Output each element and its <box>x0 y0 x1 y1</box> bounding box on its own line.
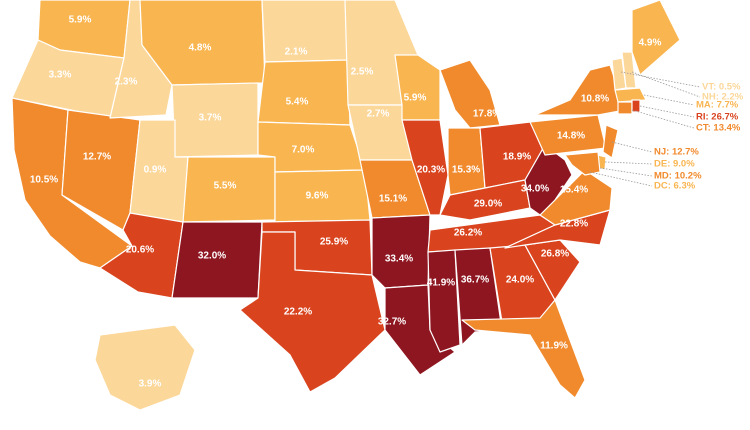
state-label-MO: 15.1% <box>379 194 407 205</box>
state-label-OR: 3.3% <box>49 70 72 81</box>
state-label-PA: 14.8% <box>557 131 585 142</box>
state-label-UT: 0.9% <box>144 165 167 176</box>
state-label-MS: 41.9% <box>427 278 455 289</box>
state-MA[interactable] <box>614 87 647 103</box>
state-label-MN: 2.5% <box>351 67 374 78</box>
state-NY[interactable] <box>534 64 626 116</box>
leader-VT <box>620 71 701 88</box>
state-label-MI: 17.8% <box>473 109 501 120</box>
leader-MD <box>599 167 653 177</box>
state-label-WV: 34.0% <box>521 184 549 195</box>
callout-MA: MA: 7.7% <box>696 100 739 111</box>
state-WI[interactable] <box>394 54 441 121</box>
state-TX[interactable] <box>239 231 386 393</box>
state-label-NE: 7.0% <box>292 145 315 156</box>
state-label-FL: 11.9% <box>540 341 568 352</box>
state-AR[interactable] <box>371 214 431 289</box>
state-label-CO: 5.5% <box>214 181 237 192</box>
state-label-IL: 20.3% <box>417 165 445 176</box>
state-label-WA: 5.9% <box>69 15 92 26</box>
state-MD[interactable] <box>564 151 601 176</box>
state-label-TN: 26.2% <box>454 228 482 239</box>
state-SD[interactable] <box>257 59 351 126</box>
callout-NJ: NJ: 12.7% <box>654 147 699 158</box>
state-label-IN: 15.3% <box>452 165 480 176</box>
callout-NH: NH: 2.2% <box>702 92 744 103</box>
state-value-labels: 5.9% 3.3% 10.5% 12.7% 2.3% 4.8% 3.7% 0.9… <box>30 15 662 390</box>
leader-NH <box>631 71 701 98</box>
state-label-NM: 32.0% <box>198 251 226 262</box>
east-coast-callouts: VT: 0.5% NH: 2.2% MA: 7.7% RI: 26.7% CT:… <box>589 71 744 192</box>
state-label-WI: 5.9% <box>404 93 427 104</box>
state-label-AR: 33.4% <box>385 254 413 265</box>
state-IN[interactable] <box>447 127 486 196</box>
state-label-NV: 12.7% <box>83 152 111 163</box>
state-label-OK: 25.9% <box>320 237 348 248</box>
state-label-KS: 9.6% <box>306 191 329 202</box>
callout-DC: DC: 6.3% <box>654 181 696 192</box>
state-ME[interactable] <box>631 0 681 76</box>
state-label-MT: 4.8% <box>189 43 212 54</box>
state-label-AZ: 20.6% <box>126 245 154 256</box>
state-LA[interactable] <box>384 284 456 376</box>
state-label-ME: 4.9% <box>639 38 662 49</box>
state-MS[interactable] <box>427 249 461 353</box>
state-label-NC: 22.8% <box>560 219 588 230</box>
leader-MA <box>643 94 695 106</box>
state-CT[interactable] <box>617 101 633 115</box>
state-label-ID: 2.3% <box>115 77 138 88</box>
state-label-TX: 22.2% <box>284 307 312 318</box>
state-label-CA: 10.5% <box>30 175 58 186</box>
state-label-OH: 18.9% <box>503 152 531 163</box>
state-label-SC: 26.8% <box>541 249 569 260</box>
callout-VT: VT: 0.5% <box>702 82 741 93</box>
state-label-AL: 36.7% <box>461 275 489 286</box>
leader-CT <box>631 109 695 129</box>
state-label-SD: 5.4% <box>286 97 309 108</box>
callout-CT: CT: 13.4% <box>696 123 741 134</box>
state-label-NY: 10.8% <box>581 94 609 105</box>
state-label-ND: 2.1% <box>285 47 308 58</box>
state-label-IA: 2.7% <box>367 109 390 120</box>
state-NJ[interactable] <box>602 124 619 159</box>
callout-DE: DE: 9.0% <box>654 159 695 170</box>
state-RI[interactable] <box>631 99 641 113</box>
state-label-LA: 32.7% <box>378 317 406 328</box>
state-label-WY: 3.7% <box>199 113 222 124</box>
state-FL[interactable] <box>461 299 586 399</box>
state-label-GA: 24.0% <box>506 275 534 286</box>
leader-RI <box>639 105 695 118</box>
callout-RI: RI: 26.7% <box>696 112 739 123</box>
state-label-VA: 15.4% <box>560 185 588 196</box>
leader-NJ <box>611 141 653 153</box>
callout-MD: MD: 10.2% <box>654 171 702 182</box>
state-label-KY: 29.0% <box>474 199 502 210</box>
state-label-AK: 3.9% <box>139 379 162 390</box>
leader-DE <box>604 161 653 165</box>
state-shapes <box>11 0 681 411</box>
state-AK[interactable] <box>94 324 196 411</box>
